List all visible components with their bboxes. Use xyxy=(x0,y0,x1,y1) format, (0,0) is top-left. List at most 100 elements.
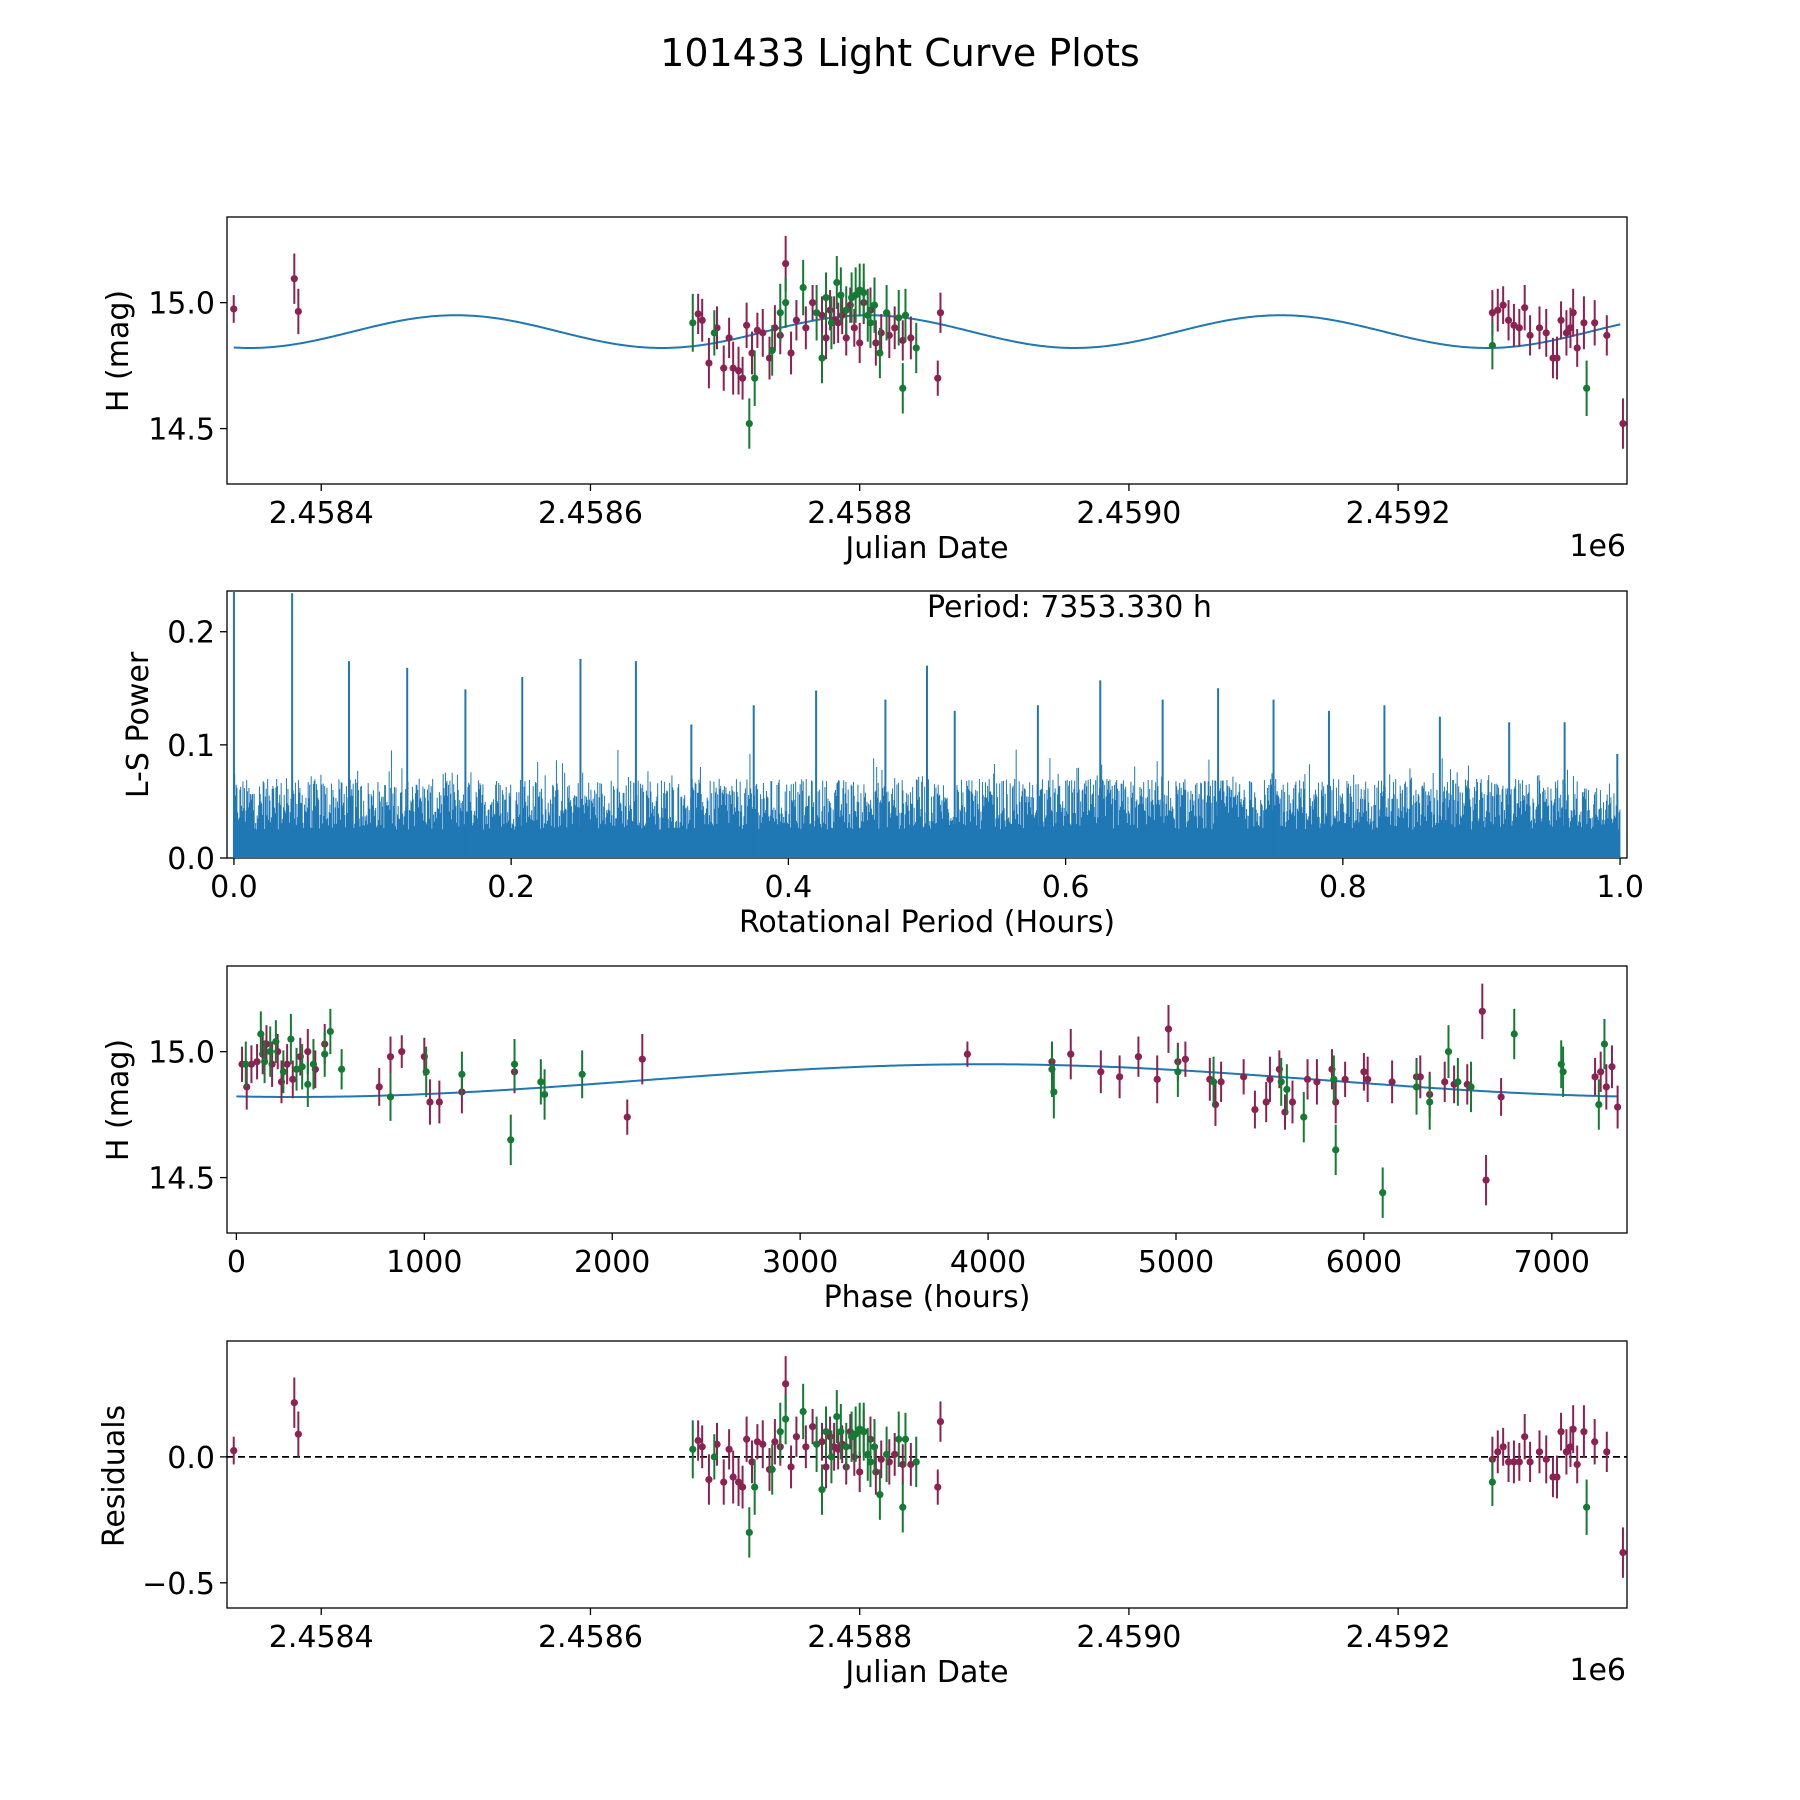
residuals-point-band_a xyxy=(1553,1473,1561,1481)
lightcurve-point-band_a xyxy=(826,306,834,314)
folded-point-band_a xyxy=(1303,1075,1312,1083)
residuals-point-band_b xyxy=(912,1458,920,1466)
residuals-point-band_a xyxy=(1510,1458,1518,1466)
residuals-xtick-label: 2.4590 xyxy=(1076,1620,1181,1655)
folded-point-band_a xyxy=(1416,1073,1424,1081)
periodogram-ylabel: L-S Power xyxy=(121,651,156,798)
folded-ytick-label: 14.5 xyxy=(148,1162,215,1197)
residuals-point-band_b xyxy=(860,1428,868,1436)
residuals-point-band_a xyxy=(720,1478,728,1486)
residuals-panel: 2.4584 2.4586 2.4588 2.4590 2.4592 −0.5 0.0 Ju… xyxy=(97,1340,1628,1690)
lightcurve-point-band_a xyxy=(818,311,826,319)
lightcurve-point-band_a xyxy=(743,321,751,329)
residuals-xtick-label: 2.4586 xyxy=(538,1620,643,1655)
folded-point-band_a xyxy=(1388,1078,1396,1086)
lightcurve-point-band_a xyxy=(907,334,915,342)
lightcurve-point-band_b xyxy=(1488,341,1496,350)
periodogram-ytick-label: 0.0 xyxy=(167,842,215,877)
lightcurve-xtick-label: 2.4592 xyxy=(1346,496,1451,531)
lightcurve-xtick-label: 2.4588 xyxy=(807,496,912,531)
folded-point-band_b xyxy=(326,1027,334,1036)
folded-point-band_b xyxy=(1379,1189,1387,1197)
folded-point-band_b xyxy=(578,1070,586,1078)
folded-point-band_a xyxy=(247,1060,256,1068)
folded-marks xyxy=(236,983,1622,1218)
residuals-xtick-label: 2.4588 xyxy=(807,1620,912,1655)
residuals-point-band_a xyxy=(1619,1548,1627,1557)
lightcurve-point-band_a xyxy=(1591,319,1599,327)
residuals-point-band_a xyxy=(294,1430,302,1438)
folded-point-band_b xyxy=(422,1068,430,1076)
residuals-point-band_a xyxy=(1580,1428,1588,1436)
residuals-point-band_a xyxy=(1591,1438,1599,1446)
residuals-point-band_b xyxy=(768,1465,776,1474)
lightcurve-point-band_a xyxy=(934,374,942,382)
folded-point-band_b xyxy=(1277,1078,1285,1086)
folded-point-band_a xyxy=(1608,1063,1616,1071)
lightcurve-ytick-label: 15.0 xyxy=(148,287,215,322)
lightcurve-point-band_a xyxy=(802,324,810,332)
lightcurve-point-band_b xyxy=(833,278,841,287)
residuals-point-band_b xyxy=(899,1503,907,1511)
folded-point-band_b xyxy=(1330,1075,1338,1083)
lightcurve-point-band_b xyxy=(860,288,868,297)
folded-xtick-label: 3000 xyxy=(762,1245,838,1280)
residuals-point-band_a xyxy=(1542,1455,1550,1463)
periodogram-panel: 0.0 0.2 0.4 0.6 0.8 1.0 0.0 0.1 0.2 Rotational P… xyxy=(121,590,1644,940)
folded-point-band_b xyxy=(304,1080,312,1088)
residuals-point-band_a xyxy=(753,1438,761,1446)
residuals-point-band_a xyxy=(891,1450,899,1458)
folded-point-band_a xyxy=(304,1048,312,1056)
residuals-point-band_b xyxy=(866,1458,875,1466)
lightcurve-axes-frame xyxy=(226,216,1628,485)
folded-point-band_b xyxy=(1559,1068,1567,1076)
residuals-point-band_a xyxy=(1526,1458,1534,1466)
folded-point-band_b xyxy=(309,1060,318,1068)
lightcurve-fit-curve xyxy=(233,314,1621,349)
residuals-point-band_a xyxy=(808,1423,817,1431)
lightcurve-point-band_b xyxy=(818,354,826,362)
residuals-point-band_a xyxy=(771,1438,779,1446)
periodogram-xtick-label: 0.4 xyxy=(765,870,813,905)
lightcurve-point-band_a xyxy=(698,316,706,324)
periodogram-xtick-label: 0.0 xyxy=(210,870,258,905)
residuals-point-band_a xyxy=(1557,1428,1565,1436)
residuals-point-band_a xyxy=(936,1418,945,1426)
lightcurve-point-band_b xyxy=(776,309,784,317)
folded-point-band_b xyxy=(298,1063,306,1071)
folded-point-band_a xyxy=(426,1098,434,1106)
folded-point-band_b xyxy=(272,1037,280,1046)
residuals-point-band_b xyxy=(822,1428,830,1436)
residuals-point-band_a xyxy=(1499,1443,1507,1451)
residuals-point-band_a xyxy=(782,1380,790,1388)
folded-fit-curve xyxy=(236,1063,1619,1098)
lightcurve-point-band_a xyxy=(1499,301,1507,309)
lightcurve-point-band_b xyxy=(782,299,790,307)
residuals-point-band_b xyxy=(842,1443,850,1451)
folded-point-band_b xyxy=(292,1065,301,1073)
lightcurve-ticks: 2.4584 2.4586 2.4588 2.4590 2.4592 14.5 15.0 xyxy=(148,287,1450,531)
lightcurve-plot-area xyxy=(230,235,1627,449)
lightcurve-point-band_b xyxy=(822,294,830,302)
residuals-point-band_a xyxy=(1603,1448,1611,1456)
folded-point-band_a xyxy=(1441,1078,1449,1086)
residuals-point-band_a xyxy=(802,1443,810,1451)
folded-point-band_b xyxy=(1174,1068,1182,1076)
residuals-point-band_b xyxy=(813,1440,821,1448)
lightcurve-point-band_b xyxy=(1583,384,1591,392)
periodogram-ytick-label: 0.2 xyxy=(167,616,215,651)
lightcurve-point-band_b xyxy=(751,374,759,382)
folded-point-band_a xyxy=(1116,1073,1124,1081)
lightcurve-point-band_a xyxy=(877,329,885,337)
residuals-point-band_b xyxy=(895,1435,903,1443)
folded-point-band_b xyxy=(260,1058,269,1066)
folded-point-band_b xyxy=(458,1070,466,1078)
lightcurve-point-band_b xyxy=(837,291,845,299)
folded-point-band_b xyxy=(1454,1078,1462,1086)
periodogram-xtick-label: 0.6 xyxy=(1042,870,1090,905)
lightcurve-point-band_a xyxy=(738,374,747,382)
lightcurve-point-band_a xyxy=(1557,316,1565,324)
folded-point-band_b xyxy=(540,1090,549,1099)
residuals-point-band_b xyxy=(827,1453,836,1461)
residuals-point-band_b xyxy=(745,1528,753,1537)
